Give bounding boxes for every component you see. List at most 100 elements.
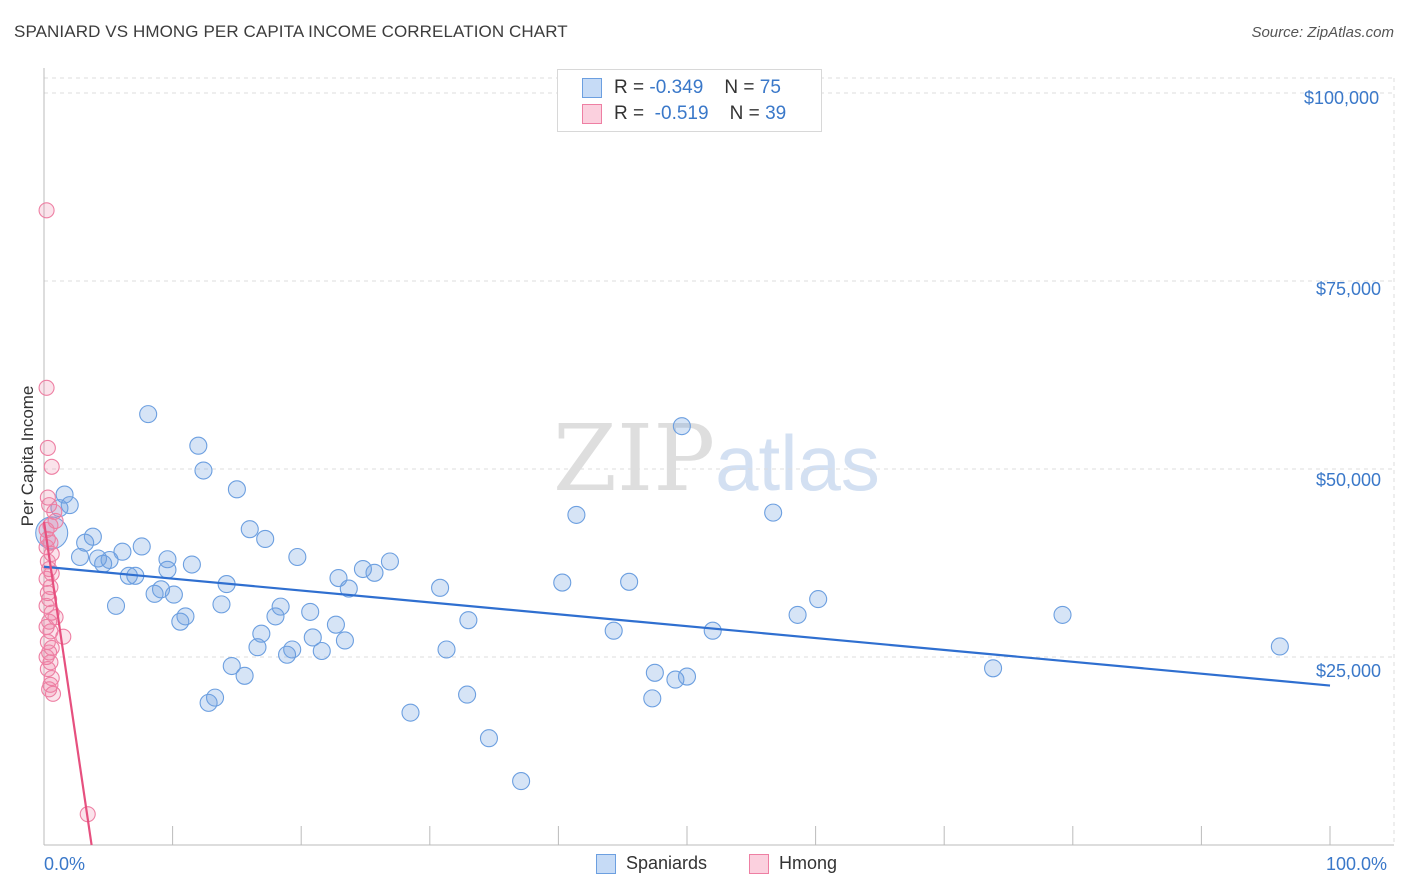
spaniards-point — [288, 547, 307, 567]
spaniards-point — [205, 688, 225, 707]
hmong-point — [44, 685, 62, 702]
spaniards-point — [437, 640, 456, 659]
spaniards-point — [248, 638, 267, 657]
spaniards-point — [158, 550, 177, 569]
y-tick-label-75000: $75,000 — [1316, 279, 1382, 299]
legend-swatch-hmong — [582, 104, 602, 124]
hmong-point — [39, 660, 56, 678]
spaniards-point — [380, 552, 399, 571]
spaniards-point — [604, 621, 623, 640]
spaniards-point — [401, 703, 420, 722]
y-tick-label-50000: $50,000 — [1316, 470, 1382, 490]
r-label: R = — [614, 77, 645, 98]
spaniards-point — [312, 641, 331, 661]
spaniards-point — [303, 628, 322, 647]
spaniards-point — [106, 596, 126, 615]
spaniards-point — [567, 505, 586, 524]
watermark: ZIPatlas — [553, 405, 880, 512]
spaniards-point — [984, 659, 1003, 678]
y-tick-label-25000: $25,000 — [1316, 661, 1382, 681]
spaniards-point — [479, 729, 499, 748]
spaniards-point — [703, 621, 722, 640]
spaniards-point — [158, 560, 177, 579]
spaniards-point — [256, 529, 275, 549]
r-value-spaniards: -0.349 — [649, 77, 704, 98]
spaniards-point — [326, 615, 345, 634]
spaniards-point — [240, 520, 259, 539]
watermark-atlas: atlas — [715, 419, 880, 507]
spaniards-point — [677, 667, 697, 686]
n-value-spaniards: 75 — [759, 77, 781, 98]
spaniards-point — [764, 503, 783, 522]
y-axis-title: Per Capita Income — [18, 385, 37, 527]
spaniards-trendline — [43, 565, 1331, 687]
spaniards-point — [164, 585, 183, 604]
n-label: N = — [729, 103, 760, 124]
spaniards-point — [139, 405, 158, 424]
spaniards-point — [132, 537, 151, 556]
spaniards-point — [339, 579, 358, 598]
spaniards-point — [365, 563, 384, 582]
spaniards-point — [459, 611, 478, 630]
spaniards-point — [335, 631, 354, 650]
spaniards-point — [353, 559, 372, 579]
spaniards-point — [301, 602, 320, 621]
spaniards-point — [171, 612, 190, 631]
spaniards-point — [283, 640, 302, 659]
hmong-point — [43, 458, 60, 475]
spaniards-point — [55, 485, 74, 504]
spaniards-point — [620, 572, 639, 591]
hmong-point — [38, 379, 55, 396]
spaniards-point — [189, 436, 208, 455]
spaniards-point — [212, 595, 231, 614]
hmong-point — [39, 439, 56, 457]
spaniards-point — [458, 685, 477, 704]
hmong-point — [55, 628, 72, 645]
spaniards-point — [252, 624, 271, 643]
legend-swatch-spaniards — [582, 78, 602, 98]
spaniards-point — [666, 670, 685, 689]
spaniards-point — [235, 666, 254, 685]
spaniards-point — [70, 547, 90, 567]
hmong-point — [38, 570, 55, 587]
n-label: N = — [724, 77, 755, 98]
spaniards-point — [271, 597, 290, 616]
spaniards-point — [113, 542, 132, 561]
n-value-hmong: 39 — [765, 103, 787, 124]
legend-swatch-spaniards-bottom — [596, 854, 616, 874]
spaniards-point — [83, 527, 102, 546]
hmong-trendline — [42, 521, 93, 846]
spaniards-point — [672, 417, 691, 436]
spaniards-point — [88, 549, 108, 568]
x-tick-label-start: 0.0% — [44, 854, 86, 874]
spaniards-point — [512, 772, 531, 791]
y-tick-label-100000: $100,000 — [1304, 88, 1380, 108]
spaniards-point — [788, 605, 807, 624]
r-label: R = — [614, 103, 645, 124]
spaniards-point — [645, 663, 664, 682]
spaniards-point — [643, 689, 662, 708]
correlation-legend: R = -0.349 N = 75 R = -0.519 N = 39 — [557, 69, 822, 132]
spaniards-point — [553, 573, 572, 592]
r-value-hmong: -0.519 — [654, 103, 709, 124]
hmong-point — [43, 639, 60, 657]
spaniards-point — [809, 590, 828, 609]
spaniards-point — [194, 461, 213, 480]
spaniards-point — [182, 555, 201, 574]
x-tick-label-end: 100.0% — [1326, 854, 1388, 874]
spaniards-point — [431, 578, 450, 597]
legend-label-spaniards: Spaniards — [626, 853, 708, 873]
spaniards-point — [227, 480, 246, 499]
spaniards-point — [278, 645, 297, 664]
spaniards-point — [176, 607, 195, 626]
spaniards-point — [1053, 605, 1072, 624]
hmong-point — [38, 202, 55, 219]
watermark-zip: ZIP — [553, 405, 716, 512]
chart-title: SPANIARD VS HMONG PER CAPITA INCOME CORR… — [14, 22, 568, 41]
source-label: Source: ZipAtlas.com — [1251, 24, 1394, 41]
legend-label-hmong: Hmong — [779, 853, 838, 873]
spaniards-point — [60, 496, 79, 515]
spaniards-point — [100, 550, 119, 570]
spaniards-point — [266, 607, 285, 626]
